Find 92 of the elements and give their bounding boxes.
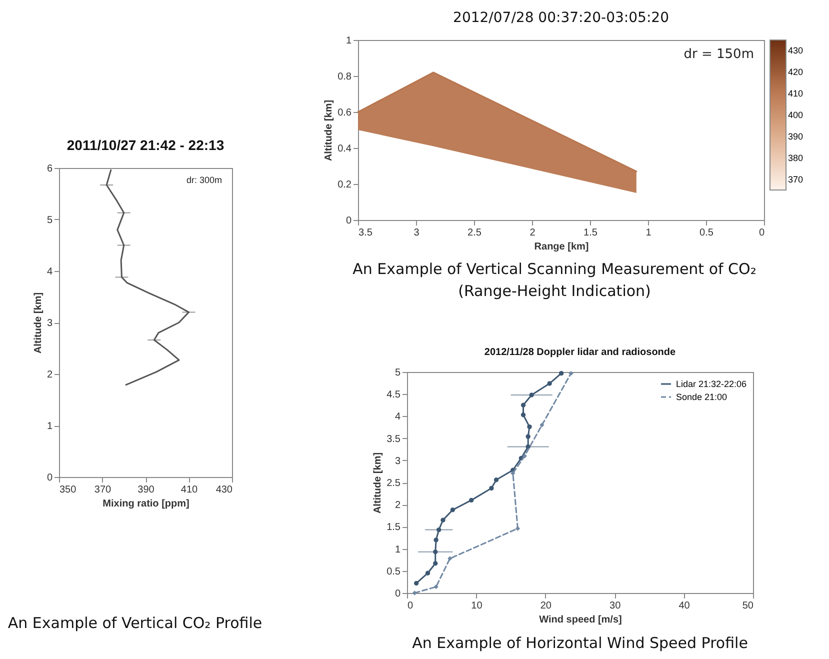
color-bar-label: 370 [788, 174, 804, 184]
y-tick-label: 2 [394, 500, 401, 512]
y-axis-title: Altitude [km] [324, 100, 335, 162]
text: An Example of Horizontal Wind Speed Profile [411, 633, 749, 654]
point [489, 486, 494, 491]
point [412, 590, 417, 596]
x-axis-title: Wind speed [m/s] [539, 614, 622, 626]
y-tick-label: 0.2 [338, 180, 352, 190]
x-tick-label: 2 [530, 228, 536, 238]
x-axis-title: Range [km] [534, 242, 589, 252]
y-tick-label: 5 [394, 368, 401, 378]
y-axis-title: Altitude [km] [32, 292, 44, 354]
point [547, 381, 552, 386]
x-tick-label: 40 [678, 600, 690, 612]
point [568, 370, 574, 376]
y-tick-label: 4 [394, 412, 401, 423]
point [527, 424, 532, 430]
y-tick-label: 1 [394, 544, 401, 556]
x-tick-label: 1 [646, 228, 652, 238]
y-tick-label: 6 [46, 164, 53, 174]
y-tick-label: 5 [46, 215, 53, 226]
color-bar-label: 430 [788, 46, 804, 56]
point [515, 526, 520, 531]
x-tick-label: 30 [610, 600, 622, 612]
color-bar-label: 400 [788, 110, 804, 120]
text: An Example of Vertical Scanning Measurement of CO₂ [352, 259, 758, 280]
y-tick-label: 1 [346, 36, 352, 46]
point [529, 392, 534, 398]
point [510, 470, 516, 476]
point [414, 580, 419, 586]
y-tick-label: 0.4 [338, 144, 352, 154]
point [436, 527, 442, 532]
x-tick-label: 20 [540, 600, 552, 612]
x-tick-label: 410 [180, 484, 198, 496]
y-tick-label: 3 [394, 456, 401, 467]
point [433, 561, 438, 566]
x-tick-label: 3.5 [358, 228, 373, 238]
point [450, 508, 456, 512]
y-tick-label: 3.5 [386, 434, 401, 445]
y-axis-title: Altitude [km] [372, 452, 384, 514]
color-bar-label: 380 [788, 152, 804, 163]
color-bar-label: 390 [788, 131, 804, 142]
text: An Example of Vertical CO₂ Profile [6, 613, 264, 634]
x-tick-label: 0 [408, 600, 414, 612]
x-tick-label: 3 [414, 228, 420, 238]
legend-label: Lidar 21:32-22:06 [676, 379, 747, 389]
annotation: dr = 150m [684, 47, 754, 62]
y-tick-label: 0 [346, 216, 352, 226]
y-tick-label: 3 [46, 318, 53, 329]
point [434, 584, 438, 590]
point [448, 556, 452, 561]
point [434, 538, 438, 542]
x-tick-label: 390 [138, 484, 155, 496]
y-tick-label: 0.8 [338, 72, 352, 82]
x-tick-label: 0 [758, 228, 765, 238]
x-tick-label: 10 [471, 600, 483, 612]
point [494, 478, 499, 482]
point [522, 454, 527, 458]
x-tick-label: 1.5 [584, 228, 598, 238]
x-tick-label: 350 [60, 484, 77, 496]
text: (Range-Height Indication) [457, 281, 652, 302]
point [526, 434, 530, 439]
color-bar-label: 420 [788, 67, 804, 78]
x-tick-label: 0.5 [700, 228, 714, 238]
chart-title: 2012/11/28 Doppler lidar and radiosonde [484, 347, 676, 358]
x-tick-label: 430 [216, 484, 233, 496]
point [469, 498, 474, 503]
chart-title: 2012/07/28 00:37:20-03:05:20 [453, 10, 669, 26]
point [440, 518, 446, 522]
y-tick-label: 4.5 [386, 390, 401, 401]
x-tick-label: 2.5 [468, 228, 482, 238]
y-tick-label: 1 [46, 421, 53, 432]
point [558, 370, 564, 376]
legend-label: Sonde 21:00 [676, 392, 728, 402]
y-tick-label: 4 [46, 266, 53, 278]
y-tick-label: 0.6 [338, 108, 352, 118]
point [520, 402, 526, 408]
x-tick-label: 50 [742, 600, 754, 612]
y-tick-label: 0.5 [386, 566, 401, 578]
y-tick-label: 0 [394, 588, 401, 600]
point [425, 570, 430, 576]
point [520, 412, 526, 418]
y-tick-label: 1.5 [386, 522, 401, 534]
y-tick-label: 0 [46, 472, 53, 484]
y-tick-label: 2 [46, 370, 53, 380]
x-tick-label: 370 [94, 484, 112, 496]
point [540, 422, 544, 428]
chart-title: 2011/10/27 21:42 - 22:13 [66, 137, 224, 153]
point [433, 550, 438, 554]
x-axis-title: Mixing ratio [ppm] [102, 498, 190, 510]
annotation: dr: 300m [186, 175, 222, 185]
color-bar-label: 410 [788, 88, 804, 99]
